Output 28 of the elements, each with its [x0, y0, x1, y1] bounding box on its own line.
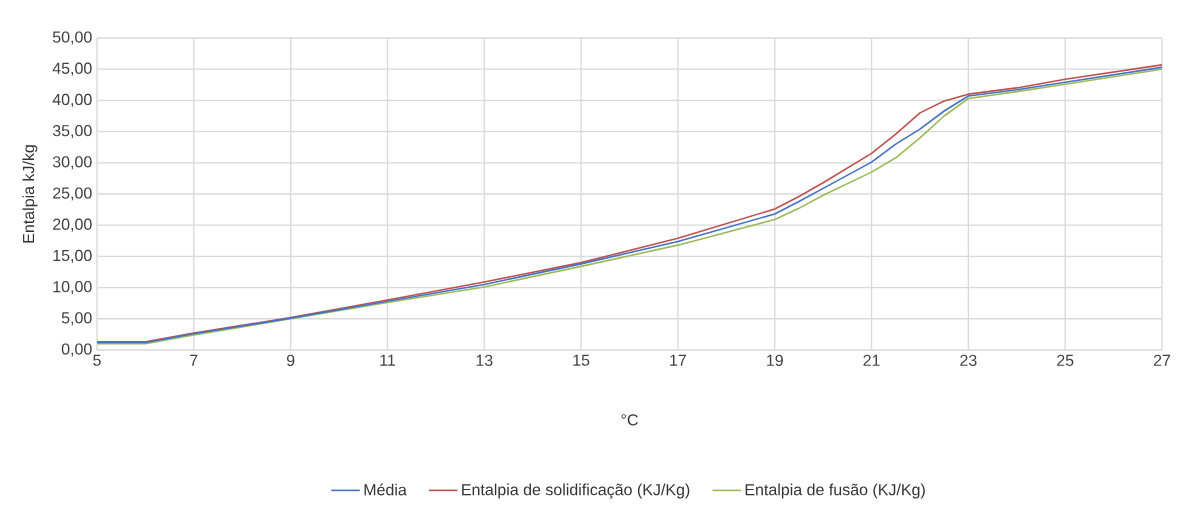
x-tick-label: 25	[1057, 354, 1074, 367]
y-tick-label: 25,00	[53, 187, 92, 201]
y-tick-label: 40,00	[52, 93, 92, 108]
x-tick-label: 19	[767, 354, 783, 367]
x-tick-label: 15	[573, 354, 590, 366]
x-tick-label: 5	[93, 354, 101, 366]
x-tick-label: 9	[286, 354, 295, 367]
x-tick-label: 7	[190, 354, 198, 366]
legend-label: Média	[364, 483, 407, 496]
y-tick-label: 20,00	[53, 218, 92, 232]
x-tick-label: 21	[863, 354, 880, 366]
y-axis-title: Entalpia kJ/kg	[22, 145, 38, 243]
x-axis-title: °C	[621, 414, 638, 426]
y-tick-label: 0,00	[61, 343, 92, 357]
y-tick-label: 35,00	[52, 124, 92, 139]
x-tick-label: 23	[960, 354, 977, 367]
y-tick-label: 10,00	[53, 280, 92, 295]
y-tick-label: 15,00	[53, 249, 92, 263]
legend-label: Entalpia de fusão (KJ/Kg)	[745, 483, 925, 499]
y-tick-label: 45,00	[52, 62, 92, 76]
y-tick-label: 30,00	[52, 156, 92, 170]
x-tick-label: 11	[380, 354, 395, 366]
legend-label: Entalpia de solidificação (KJ/Kg)	[462, 483, 690, 499]
x-tick-label: 17	[670, 354, 686, 366]
y-tick-label: 5,00	[61, 312, 92, 326]
x-tick-label: 27	[1153, 354, 1171, 366]
x-tick-label: 13	[476, 354, 493, 367]
y-tick-label: 50,00	[52, 31, 92, 45]
